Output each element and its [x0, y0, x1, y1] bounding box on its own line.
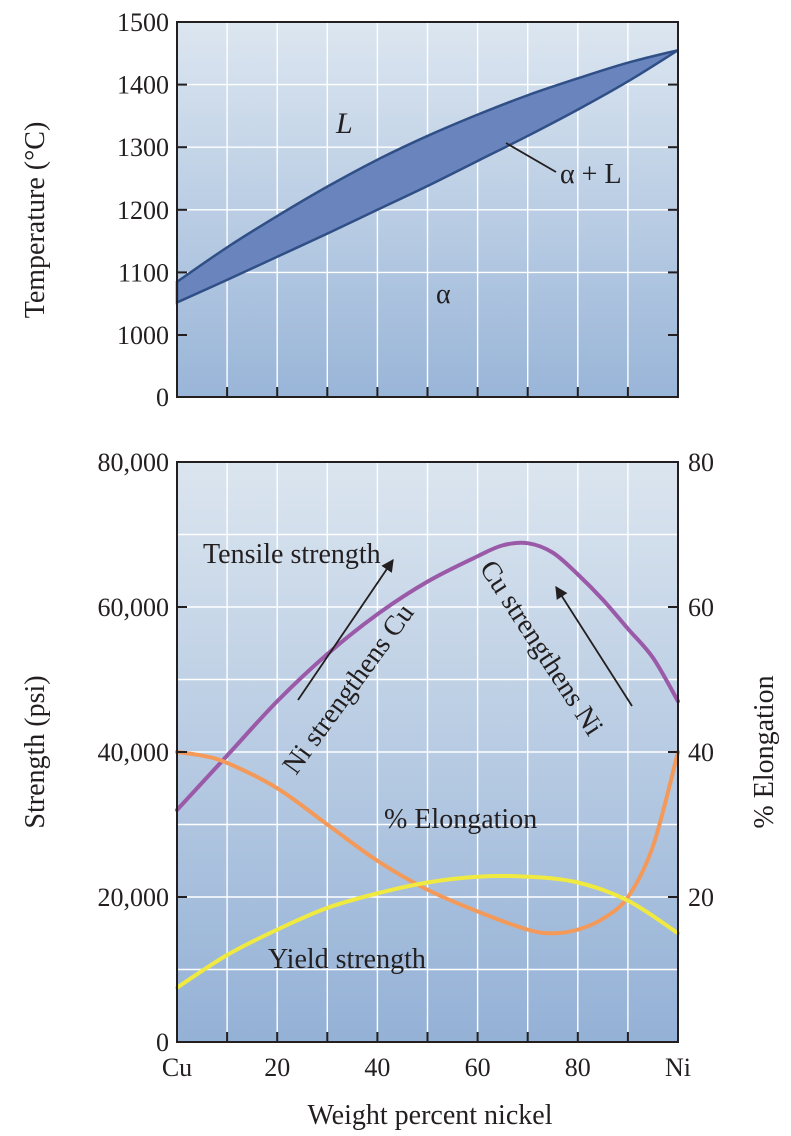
phase-diagram-panel: 1500 1400 1300 1200 1100 1000 0 Temperature (°…: [20, 8, 679, 412]
temperature-tick-labels: 1500 1400 1300 1200 1100 1000 0: [117, 8, 169, 412]
nickel-tick-label: Ni: [665, 1053, 691, 1082]
cu-strengthens-ni-arrow: [555, 585, 633, 707]
temperature-tick-label: 1400: [117, 71, 169, 100]
properties-panel: 80,000 60,000 40,000 20,000 0 80 60 40 20 Cu 20 4…: [20, 448, 780, 1131]
nickel-tick-labels: Cu 20 40 60 80 Ni: [162, 1053, 691, 1082]
nickel-axis-title: Weight percent nickel: [308, 1100, 553, 1131]
temperature-tick-label: 1500: [117, 8, 169, 37]
strength-axis-title: Strength (psi): [20, 675, 51, 828]
temperature-tick-label: 1000: [117, 321, 169, 350]
nickel-tick-label: 20: [264, 1053, 290, 1082]
nickel-tick-label: 40: [364, 1053, 390, 1082]
temperature-tick-label: 1100: [118, 258, 169, 287]
temperature-tick-label: 0: [156, 383, 169, 412]
tensile-strength-curve: [175, 540, 680, 812]
two-phase-region-label: α + L: [560, 159, 622, 190]
tensile-strength-label: Tensile strength: [203, 539, 381, 570]
elongation-axis-title: % Elongation: [749, 675, 780, 828]
temperature-tick-label: 1200: [117, 196, 169, 225]
phase-frame: [176, 21, 679, 398]
properties-frame: [176, 461, 679, 1043]
liquid-region-label: L: [335, 107, 353, 140]
property-series: [175, 540, 680, 990]
strength-tick-label: 0: [156, 1028, 169, 1057]
nickel-tick-label: 60: [465, 1053, 491, 1082]
elongation-tick-label: 40: [688, 738, 714, 767]
strength-tick-label: 20,000: [98, 883, 170, 912]
strength-tick-label: 80,000: [98, 448, 170, 477]
solid-region-label: α: [436, 279, 451, 310]
yield-strength-curve: [175, 873, 680, 990]
strength-tick-labels: 80,000 60,000 40,000 20,000 0: [98, 448, 170, 1057]
elongation-tick-label: 60: [688, 593, 714, 622]
strength-tick-label: 60,000: [98, 593, 170, 622]
nickel-tick-label: 80: [565, 1053, 591, 1082]
strength-tick-label: 40,000: [98, 738, 170, 767]
nickel-tick-label: Cu: [162, 1053, 192, 1082]
temperature-axis-title: Temperature (°C): [20, 122, 51, 319]
elongation-tick-labels: 80 60 40 20: [688, 448, 714, 912]
yield-strength-label: Yield strength: [268, 944, 426, 975]
ni-strengthens-cu-arrow: [297, 558, 394, 701]
properties-grid: [177, 462, 678, 1042]
temperature-tick-label: 1300: [117, 133, 169, 162]
two-phase-leader-line: [505, 142, 557, 173]
elongation-tick-label: 20: [688, 883, 714, 912]
elongation-label: % Elongation: [384, 804, 537, 835]
elongation-tick-label: 80: [688, 448, 714, 477]
